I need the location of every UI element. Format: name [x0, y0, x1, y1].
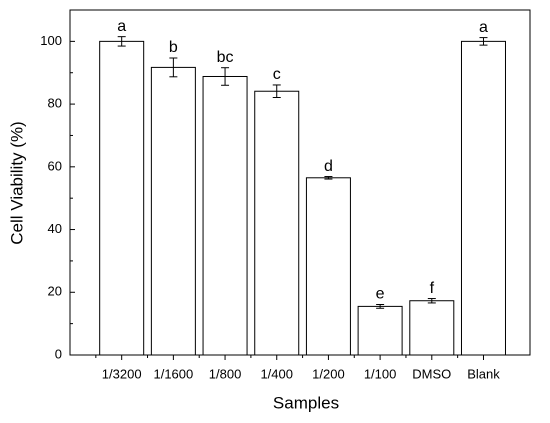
annotation: a	[117, 18, 126, 35]
y-tick-label: 80	[48, 96, 62, 111]
x-tick-label: 1/200	[312, 366, 345, 381]
bar	[150, 66, 196, 356]
bar	[99, 40, 145, 356]
y-tick-label: 20	[48, 284, 62, 299]
annotation: c	[273, 66, 281, 83]
y-tick-label: 60	[48, 158, 62, 173]
y-tick-label: 0	[55, 346, 62, 361]
error-bar	[324, 176, 333, 180]
bar	[460, 40, 506, 356]
error-bar	[479, 37, 488, 46]
y-axis-title: Cell Viability (%)	[7, 121, 26, 244]
x-tick-label: 1/100	[364, 366, 397, 381]
bar	[254, 90, 300, 356]
error-bar	[221, 67, 230, 86]
error-bar	[117, 36, 126, 47]
y-tick-label: 100	[40, 33, 62, 48]
error-bar	[272, 84, 281, 99]
x-tick-label: 1/3200	[102, 366, 142, 381]
x-tick-label: Blank	[467, 366, 500, 381]
x-axis-title: Samples	[273, 393, 339, 412]
x-tick-label: 1/800	[209, 366, 242, 381]
annotation: a	[479, 19, 488, 36]
annotation: f	[430, 280, 435, 297]
annotation: d	[324, 158, 333, 175]
x-tick-label: DMSO	[412, 366, 451, 381]
bar	[409, 300, 455, 356]
bar	[357, 305, 403, 356]
x-tick-label: 1/400	[260, 366, 293, 381]
error-bar	[169, 57, 178, 78]
annotation: b	[169, 39, 178, 56]
annotation: e	[376, 286, 385, 303]
error-bar	[427, 298, 436, 304]
plot-frame	[69, 9, 531, 356]
bar	[305, 177, 351, 356]
error-bar	[376, 304, 385, 309]
bar	[202, 75, 248, 356]
x-tick-label: 1/1600	[153, 366, 193, 381]
y-tick-label: 40	[48, 221, 62, 236]
annotation: bc	[217, 49, 234, 66]
